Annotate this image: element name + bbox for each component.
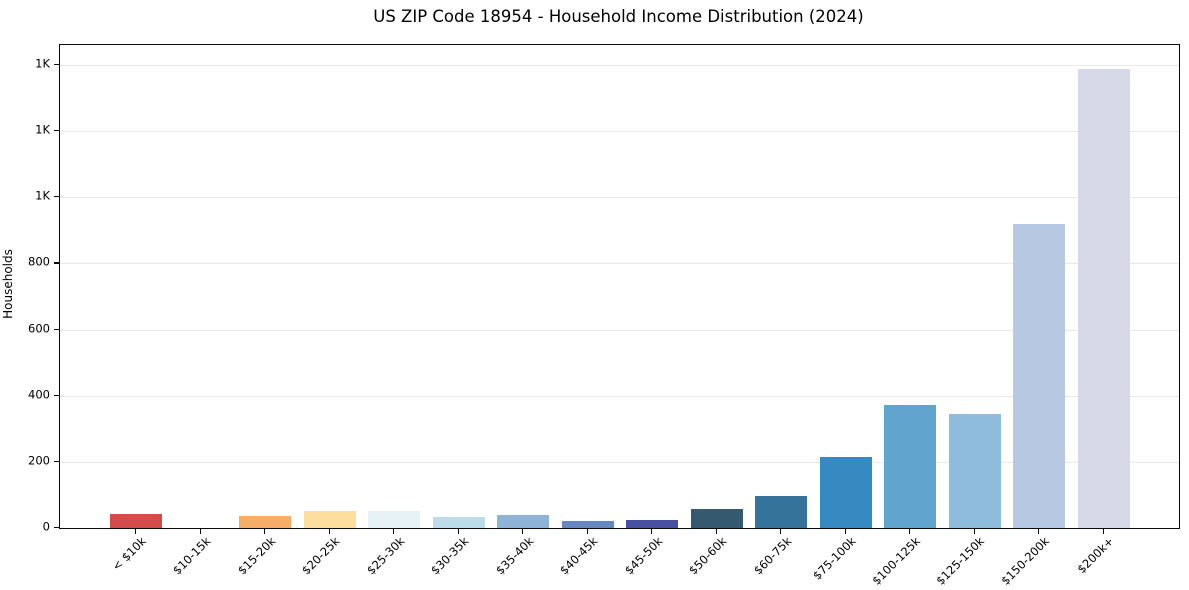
gridline (60, 461, 1179, 463)
x-tick-mark (844, 528, 846, 534)
x-tick-label: $10-15k (169, 534, 214, 578)
x-tick-mark (264, 528, 266, 534)
bar-$75-100k (819, 457, 872, 528)
y-tick-label: 600 (28, 321, 50, 335)
x-tick-label: $125-150k (933, 534, 988, 588)
bar-< $10k (110, 514, 162, 528)
x-tick-mark (780, 528, 782, 534)
x-tick-mark (522, 528, 524, 534)
bar-$50-60k (690, 508, 743, 528)
x-tick-label: $60-75k (750, 534, 794, 578)
gridline (60, 197, 1179, 199)
x-tick-label: $30-35k (427, 534, 472, 578)
y-tick-label: 1K (35, 122, 50, 137)
x-tick-mark (457, 528, 459, 534)
x-tick-label: < $10k (109, 534, 149, 574)
bar-$20-25k (303, 510, 356, 528)
y-tick-label: 200 (28, 453, 50, 468)
x-tick-label: $150-200k (998, 534, 1052, 588)
x-tick-label: $200k+ (1074, 534, 1117, 577)
bar-$125-150k (948, 413, 1001, 528)
bar-$45-50k (626, 520, 678, 528)
x-tick-mark (199, 528, 201, 534)
bar-$60-75k (755, 495, 807, 528)
x-tick-mark (651, 528, 653, 534)
y-tick-mark (54, 527, 59, 529)
y-tick-mark (54, 63, 59, 66)
x-tick-mark (135, 528, 137, 534)
x-tick-label: $25-30k (363, 534, 407, 578)
bar-$25-30k (368, 511, 420, 528)
y-tick-mark (54, 328, 59, 330)
y-tick-mark (54, 460, 59, 463)
bar-$15-20k (239, 516, 291, 528)
y-tick-label: 400 (28, 387, 50, 402)
x-tick-mark (1038, 528, 1040, 534)
x-tick-mark (973, 528, 975, 534)
x-tick-label: $75-100k (809, 534, 859, 583)
x-tick-label: $20-25k (298, 534, 343, 578)
y-tick-mark (54, 394, 59, 396)
gridline (60, 395, 1179, 397)
x-tick-label: $35-40k (492, 534, 536, 578)
x-tick-label: $40-45k (556, 534, 601, 578)
gridline (60, 131, 1179, 132)
y-tick-label: 1K (35, 188, 50, 203)
x-tick-label: $50-60k (685, 534, 730, 578)
y-tick-label: 800 (28, 254, 50, 269)
bar-$40-45k (561, 521, 614, 528)
bar-$30-35k (432, 517, 485, 528)
x-tick-mark (328, 528, 330, 534)
bar-$200k+ (1077, 69, 1130, 528)
x-tick-mark (715, 528, 717, 534)
x-tick-mark (909, 528, 911, 534)
y-tick-mark (54, 130, 59, 132)
gridline (60, 64, 1179, 66)
bar-$100-125k (884, 405, 936, 528)
bar-$150-200k (1013, 223, 1065, 528)
plot-area (59, 44, 1180, 529)
bar-$35-40k (497, 515, 549, 528)
x-tick-label: $100-125k (869, 534, 923, 588)
gridline (60, 263, 1179, 265)
x-tick-mark (586, 528, 588, 534)
y-tick-label: 0 (42, 519, 50, 534)
x-tick-mark (393, 528, 395, 534)
x-tick-mark (1102, 528, 1104, 534)
gridline (60, 329, 1179, 331)
y-tick-mark (54, 262, 59, 264)
y-tick-label: 1K (35, 56, 50, 71)
x-tick-label: $45-50k (621, 534, 665, 578)
x-tick-label: $15-20k (234, 534, 278, 578)
y-tick-mark (54, 196, 59, 198)
chart-title: US ZIP Code 18954 - Household Income Dis… (373, 7, 864, 26)
